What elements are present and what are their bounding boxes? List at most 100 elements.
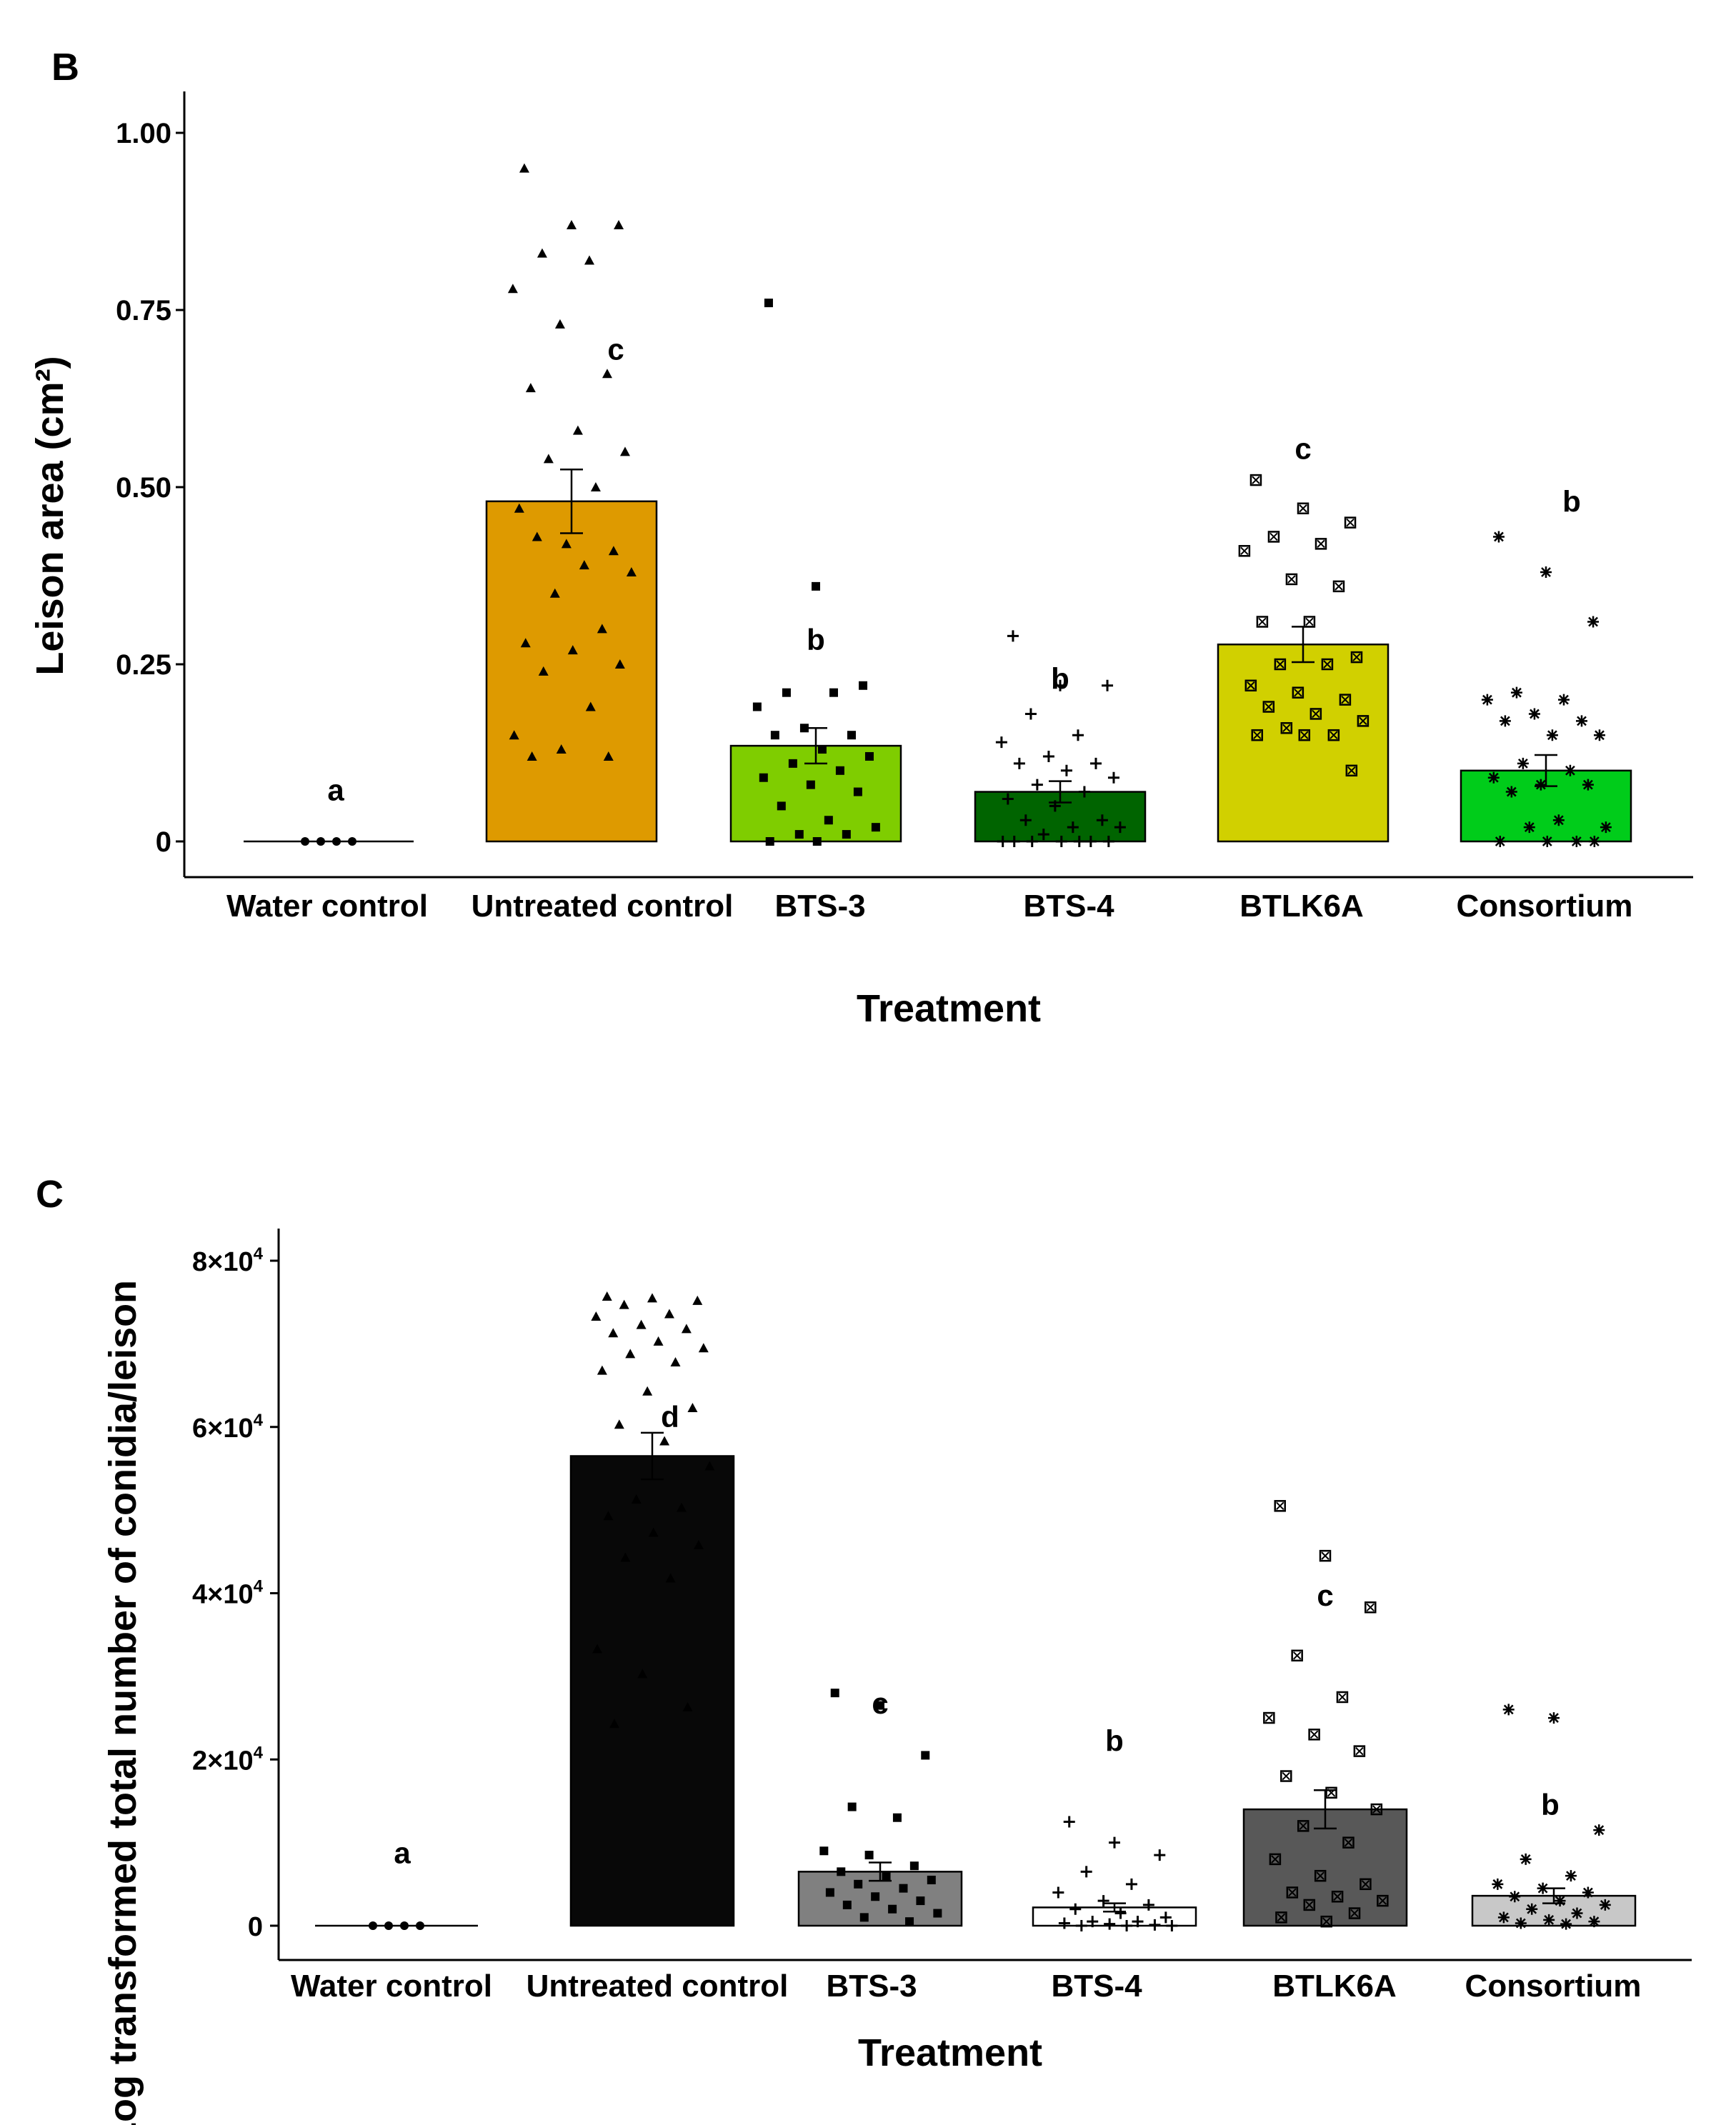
data-point (916, 1896, 925, 1906)
data-point (603, 1511, 614, 1521)
significance-letter: a (394, 1836, 411, 1870)
y-axis-title-b: Leison area (cm²) (29, 356, 71, 675)
data-point (871, 1892, 880, 1901)
data-point (1520, 1853, 1532, 1865)
data-point (1336, 1691, 1349, 1704)
data-point (1269, 1853, 1282, 1866)
bar-untreated-control (485, 500, 658, 843)
data-point (817, 745, 827, 754)
data-point (1510, 686, 1522, 699)
error-bar (641, 1431, 664, 1481)
data-point (1593, 1824, 1605, 1836)
chart-panel-c: C Log transformed total number of conidi… (36, 1173, 1692, 2125)
data-point (1280, 722, 1293, 734)
data-point (1267, 531, 1280, 543)
data-point (579, 560, 589, 570)
data-point (1487, 771, 1500, 784)
data-point (591, 1311, 602, 1321)
data-point (1132, 1916, 1144, 1928)
data-point (1331, 1891, 1344, 1903)
data-point (681, 1324, 692, 1334)
data-point (1067, 821, 1079, 834)
significance-letter: c (872, 1686, 888, 1720)
data-point (995, 736, 1007, 749)
data-point (1297, 502, 1310, 515)
data-point (648, 1527, 659, 1537)
data-point (1049, 800, 1061, 812)
data-point (1286, 1886, 1299, 1899)
points-untreated-control (591, 1291, 715, 1729)
x-tick-label: Consortium (1465, 1969, 1642, 2004)
y-axis-title-text-b: Leison area (cm²) (29, 356, 71, 675)
data-point (997, 836, 1009, 847)
data-point (614, 219, 624, 229)
data-point (567, 645, 578, 655)
data-point (1042, 750, 1054, 762)
points-bts-3 (752, 299, 880, 846)
data-point (698, 1343, 709, 1353)
data-point (812, 581, 820, 591)
data-point (608, 1328, 619, 1338)
data-point (597, 624, 607, 634)
data-point (1357, 715, 1370, 727)
bar-btlk6a (1217, 643, 1390, 843)
data-point (1080, 1866, 1092, 1878)
points-bts-3 (819, 1689, 942, 1926)
data-point (1109, 1836, 1120, 1849)
data-point (1058, 1917, 1070, 1929)
data-point (847, 731, 856, 740)
data-point (1055, 836, 1067, 847)
data-point (1540, 566, 1552, 579)
data-point (597, 1365, 607, 1375)
data-point (1552, 814, 1565, 826)
data-point (614, 1419, 624, 1429)
data-point (1291, 1649, 1303, 1662)
data-point (602, 1291, 612, 1301)
data-point (933, 1909, 942, 1918)
data-point (824, 816, 833, 825)
x-tick-label: Untreated control (472, 889, 734, 924)
chart-panel-b: B Leison area (cm²) Treatment 0 0.25 0.50 0… (29, 46, 1693, 1030)
data-point (527, 751, 537, 761)
data-point (882, 1871, 891, 1881)
x-tick-label: Untreated control (527, 1969, 789, 2004)
data-point (1280, 1770, 1292, 1782)
x-tick-label: BTS-3 (826, 1969, 917, 2004)
data-point (1019, 814, 1032, 826)
error-bar (560, 468, 583, 534)
points-water-control (301, 837, 356, 846)
data-point (1102, 836, 1114, 847)
data-point (1154, 1849, 1166, 1861)
data-point (677, 1502, 687, 1512)
data-point (682, 1701, 693, 1711)
x-axis-title-b: Treatment (857, 987, 1041, 1030)
data-point (864, 1851, 874, 1860)
points-bts-4 (1052, 1816, 1178, 1931)
data-point (1332, 580, 1345, 593)
data-point (1582, 779, 1594, 791)
data-point (1327, 729, 1340, 741)
data-point (788, 759, 797, 768)
data-point (1588, 836, 1600, 847)
data-point (1541, 836, 1553, 847)
data-point (549, 588, 560, 598)
data-point (1494, 836, 1506, 847)
data-point (1505, 786, 1517, 798)
data-point (1089, 757, 1102, 769)
data-point (653, 1336, 664, 1346)
y-tick-label: 0 (248, 1912, 263, 1942)
significance-letter: b (1562, 485, 1581, 519)
data-point (1075, 1920, 1087, 1931)
significance-letter: c (1317, 1579, 1333, 1612)
data-point (899, 1884, 908, 1893)
data-point (514, 503, 524, 513)
data-point (369, 1921, 377, 1930)
data-point (1319, 1549, 1332, 1562)
data-point (416, 1921, 424, 1930)
data-point (1052, 1886, 1064, 1899)
data-point (384, 1921, 393, 1930)
data-point (1084, 836, 1097, 847)
data-point (687, 1402, 698, 1412)
y-tick-label: 2×104 (192, 1743, 264, 1776)
data-point (519, 163, 529, 173)
